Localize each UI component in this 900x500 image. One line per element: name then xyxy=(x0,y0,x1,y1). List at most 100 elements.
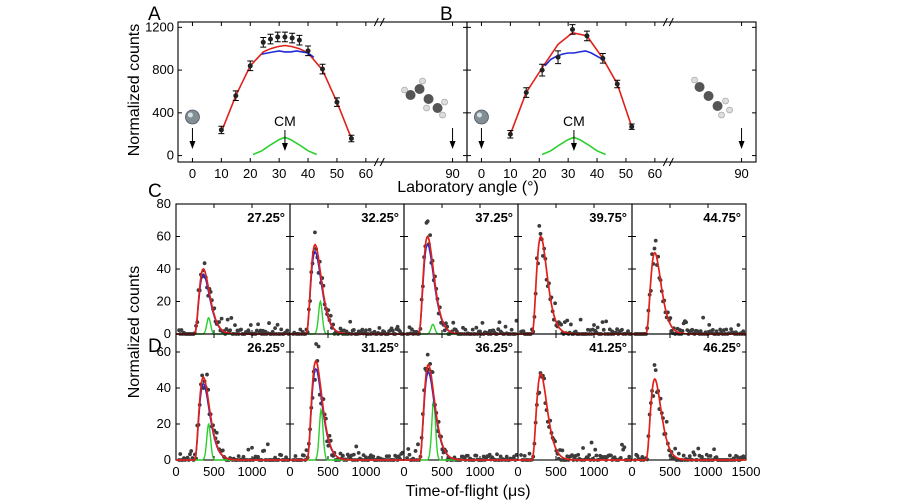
y-tick-label: 0 xyxy=(164,452,171,467)
tof-data-point xyxy=(620,327,624,332)
x-tick-label: 1000 xyxy=(238,464,267,479)
tof-data-point xyxy=(497,320,502,325)
x-tick-label: 10 xyxy=(214,166,228,181)
data-point xyxy=(555,54,561,60)
tof-data-point xyxy=(371,454,376,459)
tof-data-point xyxy=(576,452,581,457)
tof-data-point xyxy=(708,454,713,458)
x-tick-label: 90 xyxy=(445,166,459,181)
tof-data-point xyxy=(595,325,600,330)
data-point xyxy=(260,39,266,45)
data-point xyxy=(334,99,340,105)
hydrogen-atom xyxy=(726,106,733,114)
panel-label-c: C xyxy=(148,181,162,202)
tof-data-point xyxy=(652,363,657,367)
angle-label: 41.25° xyxy=(589,340,627,355)
red-fit-curve xyxy=(632,251,746,335)
beam-arrow-head xyxy=(189,141,196,149)
tof-subplot: 0 500 1000 41.25° xyxy=(514,333,633,479)
tof-data-point xyxy=(514,453,519,457)
tof-data-point xyxy=(620,442,624,447)
data-point xyxy=(600,55,606,61)
x-tick-label: 0 xyxy=(628,464,635,479)
tof-data-point xyxy=(537,224,542,228)
blue-component-curve xyxy=(176,273,290,335)
red-fit-curve xyxy=(290,359,404,461)
hydrogen-atom xyxy=(423,104,430,112)
cm-label: CM xyxy=(274,113,296,129)
red-fit-curve xyxy=(632,377,746,461)
tof-data-point xyxy=(538,231,543,236)
plot-frame xyxy=(177,21,468,163)
tof-data-point xyxy=(594,453,599,458)
tof-data-point xyxy=(188,452,192,457)
tof-data-point xyxy=(442,328,447,333)
tof-data-point xyxy=(390,328,395,333)
tof-data-point xyxy=(652,246,657,251)
axis-break-top xyxy=(662,17,674,27)
tof-data-point xyxy=(250,445,254,450)
tof-data-point xyxy=(313,230,317,235)
red-fit-curve xyxy=(290,243,404,335)
tof-data-point xyxy=(664,419,669,424)
angle-label: 37.25° xyxy=(475,210,513,225)
x-tick-label: 30 xyxy=(272,166,286,181)
tof-data-point xyxy=(178,452,183,456)
angle-label: 44.75° xyxy=(703,210,741,225)
tof-data-point xyxy=(698,329,703,333)
tof-data-point xyxy=(246,328,251,333)
tof-data-point xyxy=(387,454,392,459)
tof-data-point xyxy=(220,448,225,453)
tof-data-point xyxy=(410,327,414,332)
x-tick-label: 60 xyxy=(359,166,373,181)
tof-data-point xyxy=(241,454,246,459)
hydrogen-atom xyxy=(439,111,446,119)
ab-ylabel: Normalized counts xyxy=(126,24,143,157)
y-tick-label: 60 xyxy=(157,344,171,359)
tof-data-point xyxy=(225,317,230,322)
tof-data-point xyxy=(690,327,695,332)
red-fit-curve xyxy=(176,267,290,335)
carbon-atom xyxy=(432,103,443,113)
tof-data-point xyxy=(736,323,741,327)
tof-data-point xyxy=(356,450,361,455)
cm-arrow-head xyxy=(281,143,288,151)
tof-data-point xyxy=(653,368,658,373)
tof-data-point xyxy=(285,328,290,333)
x-tick-label: 40 xyxy=(590,166,604,181)
tof-data-point xyxy=(328,313,333,318)
tof-data-point xyxy=(302,453,306,458)
tof-data-point xyxy=(354,444,359,449)
tof-data-point xyxy=(480,321,485,325)
tof-data-point xyxy=(217,320,222,324)
atom-sphere xyxy=(474,109,489,125)
x-tick-label: 0 xyxy=(478,166,485,181)
ab-xlabel: Laboratory angle (°) xyxy=(397,179,539,196)
tof-data-point xyxy=(224,327,229,331)
tof-data-point xyxy=(351,452,356,457)
x-tick-label: 60 xyxy=(648,166,662,181)
tof-data-point xyxy=(428,233,433,238)
tof-data-point xyxy=(498,454,503,459)
tof-data-point xyxy=(668,453,673,458)
tof-data-point xyxy=(298,327,303,332)
tof-subplot: 39.75° xyxy=(517,203,633,336)
tof-data-point xyxy=(233,323,237,328)
angle-label: 31.25° xyxy=(361,340,399,355)
carbon-atom xyxy=(703,91,714,101)
tof-data-point xyxy=(640,454,645,459)
axis-break-bottom xyxy=(373,157,385,167)
hydrogen-atom xyxy=(441,98,448,106)
tof-data-point xyxy=(348,319,353,324)
panel-b-angular-distribution: 0 10 20 30 40 50 60 90 CM xyxy=(466,17,757,181)
tof-data-point xyxy=(275,322,280,327)
tof-subplot: 0 500 1000 36.25° xyxy=(400,333,519,479)
red-fit-curve xyxy=(176,375,290,461)
tof-data-point xyxy=(635,454,640,458)
molecule-model xyxy=(401,77,448,119)
x-tick-label: 0 xyxy=(172,464,179,479)
y-tick-label: 60 xyxy=(157,229,171,244)
beam-arrow-head xyxy=(478,141,485,149)
x-tick-label: 500 xyxy=(659,464,681,479)
y-tick-label: 400 xyxy=(152,105,174,120)
